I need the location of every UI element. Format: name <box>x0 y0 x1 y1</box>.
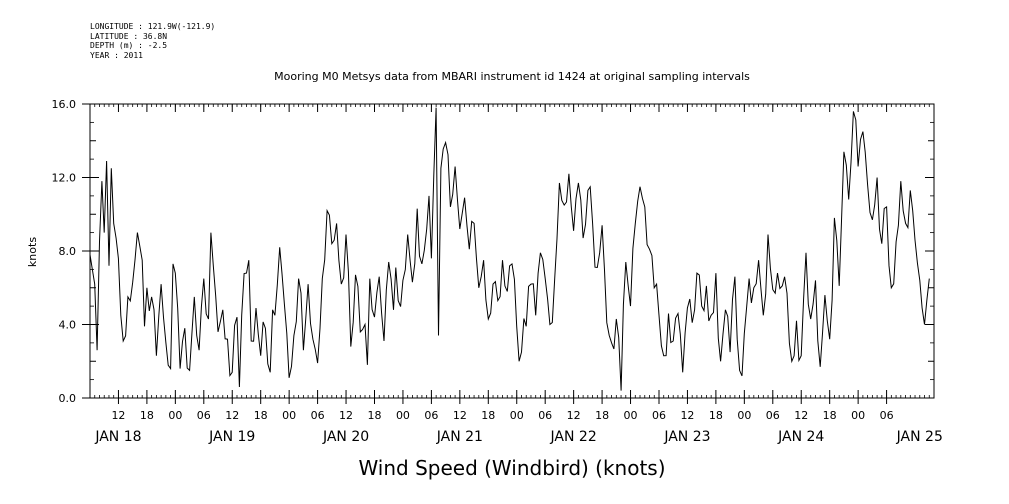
x-day-label: JAN 23 <box>663 429 710 445</box>
x-hour-label: 12 <box>225 409 239 422</box>
x-hour-label: 06 <box>311 409 325 422</box>
year-text: YEAR : 2011 <box>90 50 143 60</box>
x-hour-label: 06 <box>538 409 552 422</box>
x-axis-ticks: 12 18 00 06 12 18 00 06 12 18 00 06 12 18 00 06 12 18 00 06… <box>94 104 943 445</box>
series-group <box>89 107 930 391</box>
chart-title: Mooring M0 Metsys data from MBARI instru… <box>274 70 750 83</box>
x-hour-label: 06 <box>880 409 894 422</box>
x-hour-label: 00 <box>851 409 865 422</box>
x-day-label: JAN 18 <box>94 429 141 445</box>
x-hour-label: 00 <box>737 409 751 422</box>
x-day-label: JAN 19 <box>208 429 255 445</box>
x-day-label: JAN 20 <box>322 429 369 445</box>
x-hour-label: 12 <box>680 409 694 422</box>
x-day-label: JAN 21 <box>436 429 483 445</box>
x-day-label: JAN 24 <box>777 429 824 445</box>
x-hour-label: 18 <box>481 409 495 422</box>
metadata-block: LONGITUDE : 121.9W(-121.9) LATITUDE : 36… <box>90 22 215 60</box>
x-hour-label: 12 <box>453 409 467 422</box>
x-hour-label: 00 <box>624 409 638 422</box>
plot-frame <box>89 103 935 399</box>
x-hour-label: 18 <box>823 409 837 422</box>
x-hour-label: 12 <box>794 409 808 422</box>
y-tick-label: 12.0 <box>52 172 77 185</box>
x-hour-label: 18 <box>709 409 723 422</box>
x-hour-label: 12 <box>111 409 125 422</box>
x-hour-label: 18 <box>140 409 154 422</box>
y-tick-label: 16.0 <box>52 98 77 111</box>
x-hour-label: 18 <box>254 409 268 422</box>
x-hour-label: 06 <box>652 409 666 422</box>
x-day-label: JAN 25 <box>896 429 943 445</box>
latitude-text: LATITUDE : 36.8N <box>90 31 168 41</box>
x-day-label: JAN 22 <box>550 429 597 445</box>
x-hour-label: 06 <box>766 409 780 422</box>
minor-ticks <box>90 104 934 398</box>
x-hour-label: 00 <box>510 409 524 422</box>
x-hour-label: 00 <box>282 409 296 422</box>
x-hour-label: 18 <box>367 409 381 422</box>
y-tick-label: 8.0 <box>59 245 77 258</box>
longitude-text: LONGITUDE : 121.9W(-121.9) <box>90 22 216 31</box>
x-hour-label: 18 <box>595 409 609 422</box>
x-hour-label: 12 <box>339 409 353 422</box>
y-axis-label: knots <box>26 237 39 267</box>
x-hour-label: 06 <box>424 409 438 422</box>
depth-text: DEPTH (m) : -2.5 <box>90 41 168 50</box>
x-hour-label: 06 <box>197 409 211 422</box>
y-axis-ticks: 0.0 4.0 8.0 12.0 16.0 <box>52 98 934 405</box>
x-hour-label: 00 <box>396 409 410 422</box>
y-tick-label: 0.0 <box>59 392 77 405</box>
x-hour-label: 00 <box>168 409 182 422</box>
wind-speed-line <box>89 107 930 391</box>
x-hour-label: 12 <box>567 409 581 422</box>
y-tick-label: 4.0 <box>59 319 77 332</box>
x-axis-label: Wind Speed (Windbird) (knots) <box>358 456 665 480</box>
